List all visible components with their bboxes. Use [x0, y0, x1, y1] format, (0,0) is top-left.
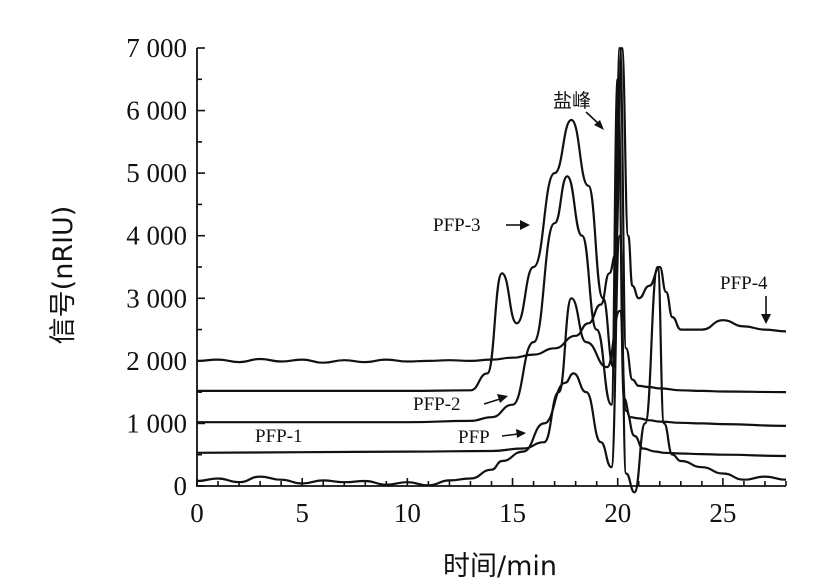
x-axis: 0 5 10 15 20 25	[190, 478, 787, 528]
x-tick-label: 5	[295, 498, 309, 528]
arrow-head-pfp-3	[520, 220, 530, 230]
annotation-pfp-4: PFP-4	[720, 273, 771, 324]
y-tick-label: 2 000	[126, 346, 187, 376]
arrow-head-pfp	[516, 429, 526, 438]
arrow-head-pfp-2	[497, 394, 508, 403]
annotation-pfp-2-label: PFP-2	[413, 394, 461, 415]
annotation-pfp: PFP	[458, 427, 526, 448]
annotation-pfp-4-label: PFP-4	[720, 273, 768, 294]
y-tick-label: 7 000	[126, 33, 187, 63]
plot-frame	[196, 48, 786, 487]
series-line-pfp-4	[196, 46, 787, 364]
x-axis-title: 时间/min	[443, 551, 557, 582]
y-axis: 0 1 000 2 000 3 000 4 000 5 000 6 000 7 000	[126, 33, 205, 501]
arrow-pfp-2	[483, 398, 501, 405]
annotation-pfp-3: PFP-3	[433, 215, 530, 236]
annotation-pfp-1-label: PFP-1	[255, 426, 303, 447]
series-line-pfp-3	[196, 46, 787, 394]
arrow-head-salt-peak	[594, 120, 604, 130]
y-tick-label: 4 000	[126, 221, 187, 251]
x-tick-label: 25	[709, 498, 736, 528]
y-tick-label: 6 000	[126, 96, 187, 126]
annotation-pfp-label: PFP	[458, 427, 490, 448]
y-tick-label: 1 000	[126, 408, 187, 438]
series-line-pfp-1	[196, 297, 787, 458]
x-tick-label: 20	[604, 498, 631, 528]
x-tick-label: 0	[190, 498, 204, 528]
y-axis-title: 信号(nRIU)	[48, 206, 79, 345]
curves-layer	[196, 46, 787, 494]
annotation-pfp-1: PFP-1	[255, 426, 303, 447]
series-line-pfp	[196, 234, 787, 494]
y-tick-label: 5 000	[126, 158, 187, 188]
x-tick-label: 10	[394, 498, 421, 528]
annotation-pfp-3-label: PFP-3	[433, 215, 481, 236]
annotation-pfp-2: PFP-2	[413, 394, 508, 415]
y-tick-label: 3 000	[126, 283, 187, 313]
annotation-salt-peak-label: 盐峰	[553, 90, 591, 112]
arrow-head-pfp-4	[761, 314, 771, 324]
x-tick-label: 15	[499, 498, 526, 528]
annotation-salt-peak: 盐峰	[553, 90, 604, 130]
series-line-pfp-2	[197, 78, 787, 427]
arrow-pfp	[501, 433, 519, 437]
y-tick-label: 0	[174, 471, 188, 501]
